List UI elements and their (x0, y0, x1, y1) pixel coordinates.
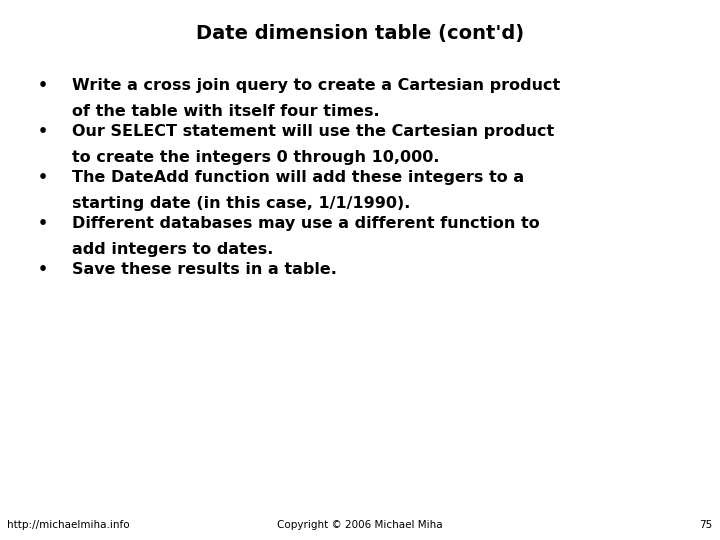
Text: •: • (38, 170, 48, 185)
Text: Save these results in a table.: Save these results in a table. (72, 262, 337, 277)
Text: of the table with itself four times.: of the table with itself four times. (72, 104, 379, 119)
Text: •: • (38, 216, 48, 231)
Text: to create the integers 0 through 10,000.: to create the integers 0 through 10,000. (72, 150, 439, 165)
Text: add integers to dates.: add integers to dates. (72, 242, 274, 257)
Text: Write a cross join query to create a Cartesian product: Write a cross join query to create a Car… (72, 78, 560, 93)
Text: Copyright © 2006 Michael Miha: Copyright © 2006 Michael Miha (277, 520, 443, 530)
Text: starting date (in this case, 1/1/1990).: starting date (in this case, 1/1/1990). (72, 196, 410, 211)
Text: •: • (38, 262, 48, 277)
Text: http://michaelmiha.info: http://michaelmiha.info (7, 520, 130, 530)
Text: Our SELECT statement will use the Cartesian product: Our SELECT statement will use the Cartes… (72, 124, 554, 139)
Text: Date dimension table (cont'd): Date dimension table (cont'd) (196, 24, 524, 43)
Text: Different databases may use a different function to: Different databases may use a different … (72, 216, 540, 231)
Text: •: • (38, 124, 48, 139)
Text: 75: 75 (700, 520, 713, 530)
Text: •: • (38, 78, 48, 93)
Text: The DateAdd function will add these integers to a: The DateAdd function will add these inte… (72, 170, 524, 185)
